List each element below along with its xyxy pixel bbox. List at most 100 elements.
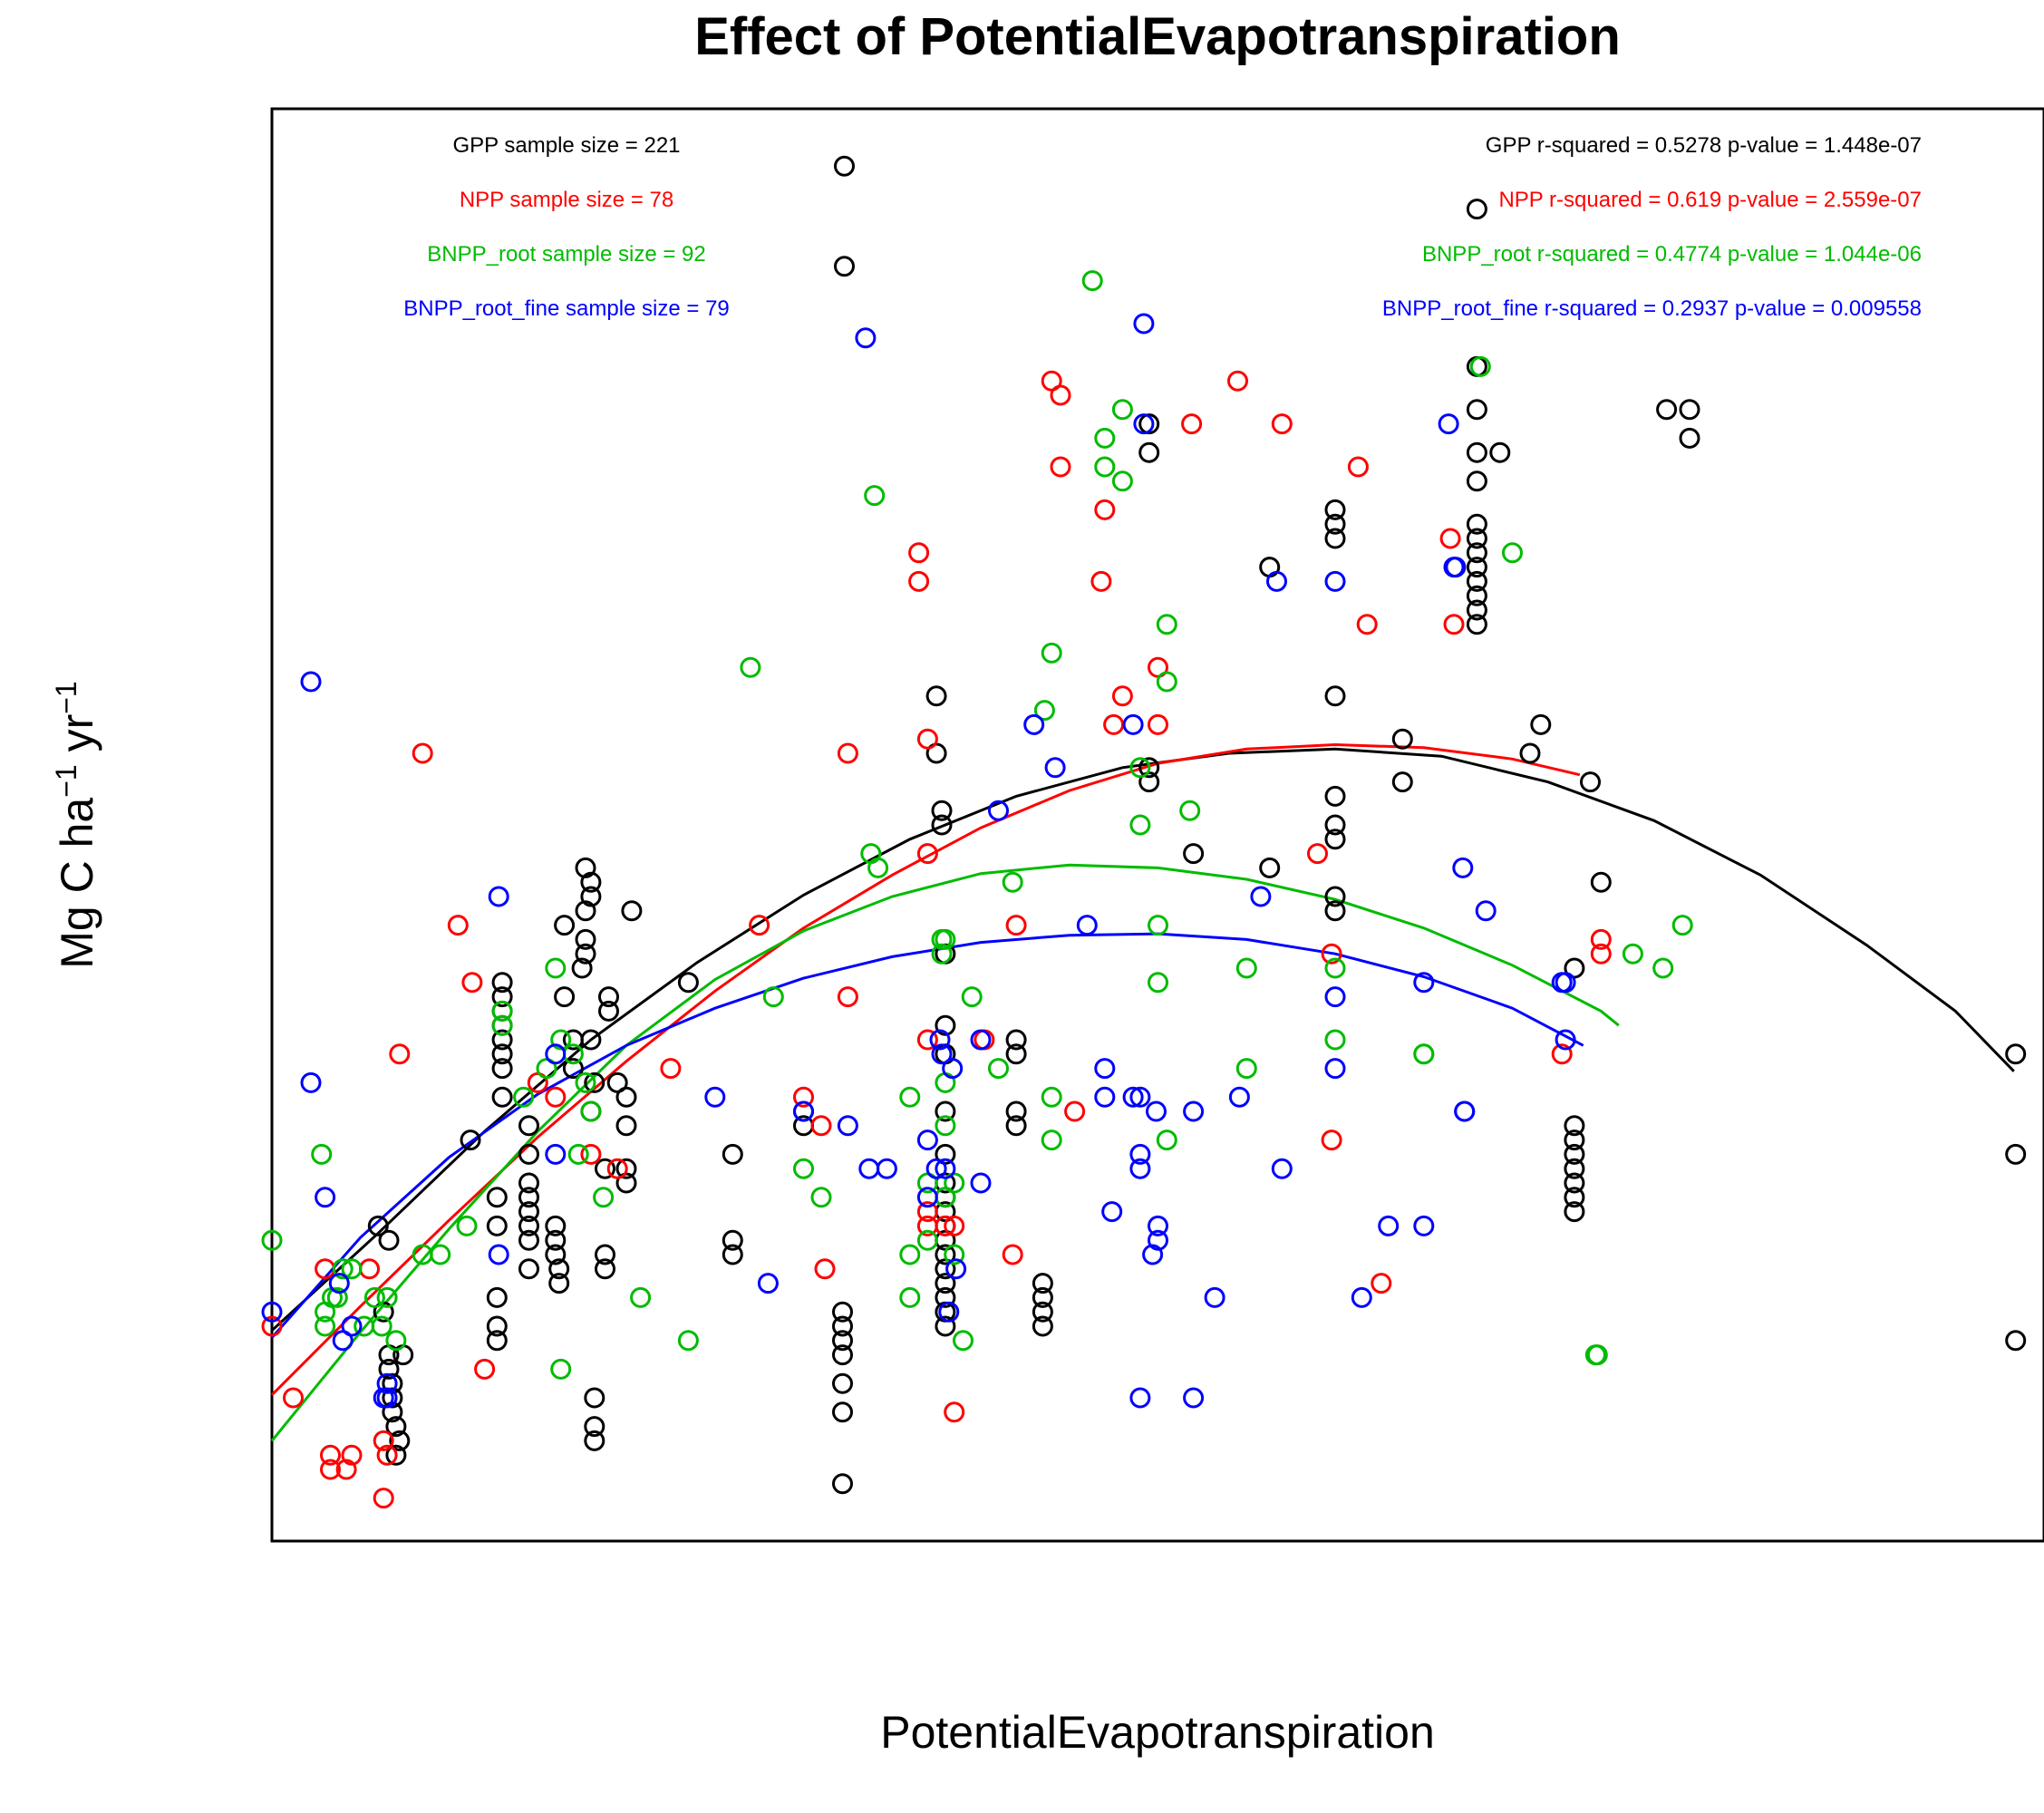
point-gpp-17 <box>486 1330 508 1352</box>
point-bnpp-root-44 <box>935 928 956 950</box>
point-bnpp-root-fine-61 <box>1413 972 1435 994</box>
point-bnpp-root-83 <box>1584 1344 1606 1366</box>
data-points <box>261 155 2027 1509</box>
point-gpp-50 <box>580 871 602 893</box>
point-bnpp-root-16 <box>491 1000 513 1022</box>
point-gpp-0 <box>367 1215 389 1236</box>
point-bnpp-root-fine-47 <box>1148 1215 1168 1236</box>
point-gpp-63 <box>615 1115 637 1137</box>
y-axis-label-sup1: −1 <box>50 764 82 797</box>
point-bnpp-root-fine-40 <box>1133 313 1155 334</box>
point-gpp-127 <box>1391 771 1413 793</box>
point-gpp-27 <box>518 1143 539 1165</box>
point-bnpp-root-54 <box>1033 700 1055 722</box>
point-gpp-13 <box>486 1215 508 1236</box>
point-gpp-123 <box>1324 513 1346 535</box>
point-gpp-24 <box>491 1058 513 1080</box>
point-npp-50 <box>1181 413 1203 435</box>
point-npp-11 <box>389 1043 411 1065</box>
point-bnpp-root-fine-2 <box>300 1071 322 1093</box>
point-npp-14 <box>461 972 483 994</box>
point-gpp-56 <box>595 1158 615 1179</box>
point-npp-23 <box>814 1258 836 1280</box>
point-gpp-58 <box>595 1258 615 1280</box>
point-gpp-81 <box>834 256 855 277</box>
point-bnpp-root-fine-26 <box>935 1158 956 1179</box>
point-gpp-82 <box>925 685 947 707</box>
point-npp-8 <box>373 1430 394 1451</box>
point-bnpp-root-fine-25 <box>931 1043 953 1065</box>
point-gpp-10 <box>378 1358 400 1380</box>
point-bnpp-root-60 <box>1094 427 1116 449</box>
point-gpp-44 <box>575 900 596 922</box>
point-bnpp-root-fine-37 <box>1094 1086 1116 1108</box>
point-npp-10 <box>376 1444 398 1466</box>
point-bnpp-root-fine-14 <box>704 1086 726 1108</box>
point-gpp-149 <box>1564 1172 1585 1194</box>
point-npp-52 <box>1271 413 1293 435</box>
point-bnpp-root-fine-10 <box>488 886 509 907</box>
point-gpp-124 <box>1324 499 1346 520</box>
point-bnpp-root-48 <box>935 1115 956 1137</box>
point-bnpp-root-fine-30 <box>970 1029 992 1051</box>
point-npp-20 <box>660 1058 682 1080</box>
point-gpp-23 <box>491 1043 513 1065</box>
point-bnpp-root-fine-45 <box>1122 713 1144 735</box>
point-gpp-131 <box>1466 570 1487 592</box>
point-gpp-147 <box>1564 1143 1585 1165</box>
point-gpp-125 <box>1324 528 1346 549</box>
point-bnpp-root-26 <box>580 1100 602 1122</box>
point-bnpp-root-fine-36 <box>1094 1058 1116 1080</box>
point-gpp-38 <box>548 1273 570 1294</box>
point-gpp-129 <box>1466 599 1487 621</box>
point-bnpp-root-70 <box>1179 800 1201 821</box>
point-gpp-118 <box>1324 785 1346 807</box>
point-bnpp-root-fine-67 <box>1445 557 1467 578</box>
point-bnpp-root-7 <box>341 1258 363 1280</box>
point-gpp-103 <box>1005 1043 1027 1065</box>
point-gpp-77 <box>832 1372 853 1394</box>
point-bnpp-root-fine-27 <box>938 1301 960 1323</box>
point-npp-38 <box>1002 1244 1023 1265</box>
point-bnpp-root-1 <box>311 1143 333 1165</box>
point-npp-7 <box>359 1258 380 1280</box>
fit-line-gpp <box>270 747 2015 1332</box>
point-gpp-25 <box>491 1086 513 1108</box>
point-npp-47 <box>1111 685 1133 707</box>
point-gpp-96 <box>935 1244 956 1265</box>
point-gpp-141 <box>1489 441 1511 463</box>
point-gpp-157 <box>2005 1043 2027 1065</box>
point-npp-39 <box>1005 915 1027 936</box>
point-npp-53 <box>1307 843 1328 865</box>
point-bnpp-root-41 <box>916 1229 938 1251</box>
point-gpp-15 <box>486 1315 508 1337</box>
point-bnpp-root-58 <box>1081 270 1103 292</box>
point-gpp-146 <box>1564 1129 1585 1151</box>
point-npp-30 <box>916 843 938 865</box>
sample-size-label-3: BNPP_root_fine sample size = 79 <box>403 296 730 321</box>
point-bnpp-root-72 <box>1235 1058 1257 1080</box>
point-gpp-35 <box>545 1229 567 1251</box>
point-bnpp-root-fine-38 <box>1129 1387 1151 1409</box>
point-bnpp-root-39 <box>899 1286 921 1308</box>
point-npp-18 <box>580 1143 602 1165</box>
point-bnpp-root-31 <box>762 986 784 1008</box>
point-bnpp-root-fine-6 <box>341 1315 363 1337</box>
point-gpp-106 <box>1032 1273 1053 1294</box>
point-bnpp-root-fine-8 <box>376 1372 398 1394</box>
point-gpp-112 <box>1138 757 1160 779</box>
point-npp-15 <box>474 1358 496 1380</box>
point-gpp-32 <box>518 1229 539 1251</box>
y-axis-label-sup2: −1 <box>50 681 82 713</box>
point-gpp-140 <box>1466 199 1487 220</box>
point-gpp-5 <box>389 1430 411 1451</box>
point-bnpp-root-76 <box>1469 355 1491 377</box>
fit-stats-label-3: BNPP_root_fine r-squared = 0.2937 p-valu… <box>1382 296 1922 321</box>
point-bnpp-root-5 <box>326 1286 348 1308</box>
point-gpp-136 <box>1466 470 1487 492</box>
point-gpp-55 <box>584 1430 605 1451</box>
point-gpp-59 <box>598 986 619 1008</box>
point-bnpp-root-fine-60 <box>1378 1215 1400 1236</box>
point-bnpp-root-fine-46 <box>1122 1086 1144 1108</box>
point-gpp-66 <box>621 900 643 922</box>
